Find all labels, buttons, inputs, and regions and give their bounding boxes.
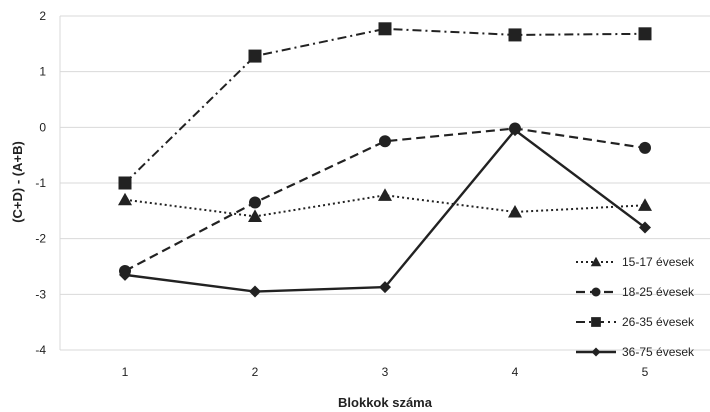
legend-label: 26-35 évesek <box>622 315 695 329</box>
data-point <box>119 268 131 281</box>
x-tick-label: 3 <box>382 365 389 379</box>
data-point <box>639 141 651 154</box>
legend-item: 36-75 évesek <box>576 345 695 359</box>
series-1 <box>118 188 652 222</box>
y-tick-label: -1 <box>35 176 46 190</box>
data-point <box>379 281 391 294</box>
legend-marker <box>591 287 601 297</box>
y-tick-label: -4 <box>35 343 46 357</box>
data-point <box>508 204 522 218</box>
legend-item: 26-35 évesek <box>576 315 695 329</box>
x-tick-label: 5 <box>642 365 649 379</box>
legend-marker <box>591 317 601 327</box>
data-point <box>248 49 262 63</box>
series-4 <box>119 124 651 298</box>
data-point <box>248 209 262 222</box>
legend-item: 18-25 évesek <box>576 285 695 299</box>
grid-lines <box>59 15 710 351</box>
legend-label: 15-17 évesek <box>622 255 695 269</box>
series-2 <box>119 122 651 277</box>
x-tick-label: 1 <box>122 365 129 379</box>
series-line <box>124 128 646 293</box>
series-line <box>124 127 646 272</box>
legend: 15-17 évesek 18-25 évesek 26-35 évesek 36-7… <box>576 255 695 359</box>
series-group <box>118 22 652 298</box>
data-point <box>638 198 652 211</box>
data-point <box>249 196 261 209</box>
series-line <box>124 27 646 184</box>
y-tick-label: 1 <box>39 65 46 79</box>
data-point <box>118 192 132 206</box>
legend-label: 36-75 évesek <box>622 345 695 359</box>
data-point <box>118 176 132 190</box>
x-tick-label: 4 <box>512 365 519 379</box>
y-tick-label: 2 <box>39 9 46 23</box>
y-tick-label: -2 <box>35 232 46 246</box>
y-axis-title: (C+D) - (A+B) <box>10 141 25 223</box>
data-point <box>508 28 522 42</box>
data-point <box>509 124 521 137</box>
legend-marker <box>590 256 602 267</box>
legend-marker <box>591 347 601 357</box>
data-point <box>378 22 392 36</box>
legend-label: 18-25 évesek <box>622 285 695 299</box>
data-point <box>638 27 652 41</box>
data-point <box>379 135 391 148</box>
y-tick-label: -3 <box>35 287 46 301</box>
data-point <box>639 221 651 234</box>
x-axis-title: Blokkok száma <box>338 395 433 410</box>
x-tick-label: 2 <box>252 365 259 379</box>
data-point <box>378 188 392 201</box>
x-tick-labels: 1 2 3 4 5 <box>122 365 649 379</box>
legend-item: 15-17 évesek <box>576 255 695 269</box>
series-3 <box>118 22 652 190</box>
data-point <box>249 285 261 298</box>
y-tick-labels: 2 1 0 -1 -2 -3 -4 <box>35 9 46 357</box>
y-tick-label: 0 <box>39 120 46 134</box>
